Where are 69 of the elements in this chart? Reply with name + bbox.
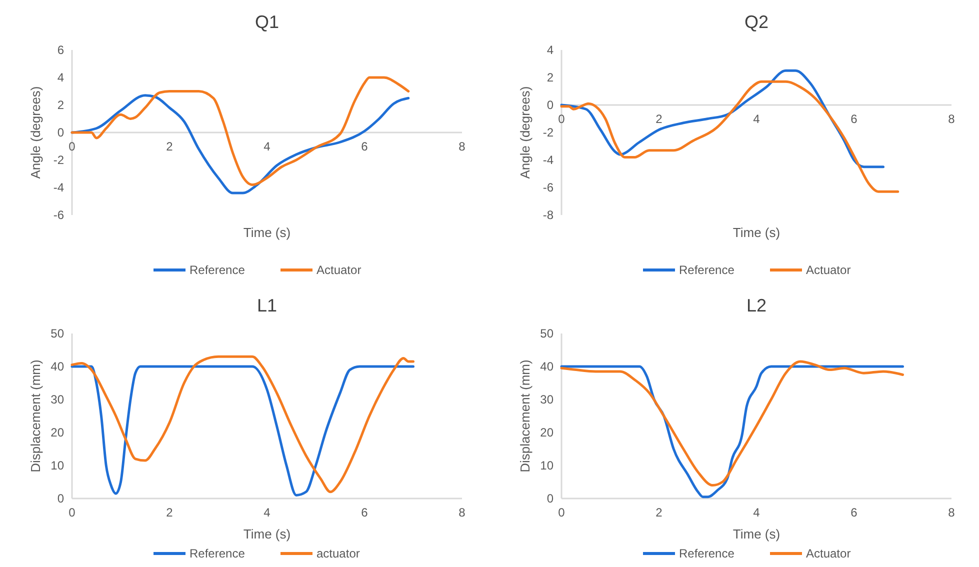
y-tick-label: 4 [57, 70, 64, 85]
y-tick-label: 2 [546, 70, 554, 85]
x-tick-label: 4 [264, 506, 271, 520]
y-tick-label: 40 [50, 360, 64, 374]
legend-label: Actuator [806, 263, 851, 278]
chart-title: Q1 [254, 12, 280, 32]
x-tick-label: 8 [948, 112, 956, 126]
chart-title: L1 [256, 296, 278, 316]
x-tick-label: 8 [458, 140, 466, 154]
y-tick-label: 50 [540, 326, 554, 341]
y-tick-label: 0 [57, 126, 64, 140]
legend-label: Actuator [806, 546, 851, 561]
y-axis-title: Angle (degrees) [518, 86, 532, 179]
x-tick-label: 8 [458, 506, 466, 520]
line-series [70, 94, 410, 194]
y-tick-label: 0 [546, 98, 554, 112]
x-tick-label: 4 [753, 112, 760, 126]
x-tick-label: 8 [948, 506, 956, 520]
legend-label: Reference [190, 546, 246, 561]
x-tick-label: 0 [558, 112, 566, 126]
x-tick-label: 6 [850, 506, 858, 520]
y-tick-label: 0 [57, 492, 64, 506]
x-tick-label: 2 [166, 140, 174, 154]
legend-label: Reference [679, 546, 735, 561]
y-tick-label: 2 [57, 98, 64, 112]
x-axis-title: Time (s) [732, 526, 780, 542]
x-axis-title: Time (s) [243, 526, 291, 542]
y-tick-label: 6 [57, 43, 64, 58]
x-tick-label: 6 [361, 506, 368, 520]
y-tick-label: -6 [542, 180, 554, 195]
y-tick-label: -8 [542, 208, 554, 222]
line-series [70, 76, 410, 186]
x-axis-title: Time (s) [243, 225, 291, 240]
y-tick-label: -2 [53, 153, 64, 168]
x-tick-label: 6 [850, 112, 858, 126]
y-tick-label: 0 [546, 492, 554, 506]
chart-title: L2 [746, 296, 767, 316]
y-tick-label: 20 [50, 426, 64, 440]
y-tick-label: 50 [50, 326, 64, 341]
x-tick-label: 0 [558, 506, 566, 520]
x-tick-label: 2 [656, 112, 663, 126]
y-axis-title: Displacement (mm) [518, 360, 532, 472]
legend-label: Reference [190, 263, 246, 278]
y-tick-label: 10 [540, 458, 554, 473]
y-axis-title: Displacement (mm) [28, 360, 43, 472]
line-series [560, 80, 900, 193]
x-tick-label: 2 [166, 506, 174, 520]
legend-label: Reference [679, 263, 735, 278]
y-tick-label: 20 [540, 426, 554, 440]
x-tick-label: 0 [68, 506, 76, 520]
y-axis-title: Angle (degrees) [28, 86, 43, 179]
x-tick-label: 6 [361, 140, 368, 154]
y-tick-label: -6 [53, 208, 64, 222]
x-tick-label: 4 [753, 506, 760, 520]
y-tick-label: 30 [540, 392, 554, 407]
x-axis-title: Time (s) [732, 225, 780, 240]
y-tick-label: 30 [50, 392, 64, 407]
legend-label: Actuator [316, 263, 362, 278]
x-tick-label: 0 [68, 140, 76, 154]
y-tick-label: -4 [53, 180, 64, 195]
x-tick-label: 2 [656, 506, 663, 520]
y-tick-label: -4 [542, 153, 554, 168]
chart-title: Q2 [744, 12, 769, 32]
x-tick-label: 4 [264, 140, 271, 154]
y-tick-label: 40 [540, 360, 554, 374]
y-tick-label: 4 [546, 43, 554, 58]
legend-label: actuator [316, 546, 360, 561]
y-tick-label: 10 [50, 458, 64, 473]
y-tick-label: -2 [542, 126, 554, 140]
